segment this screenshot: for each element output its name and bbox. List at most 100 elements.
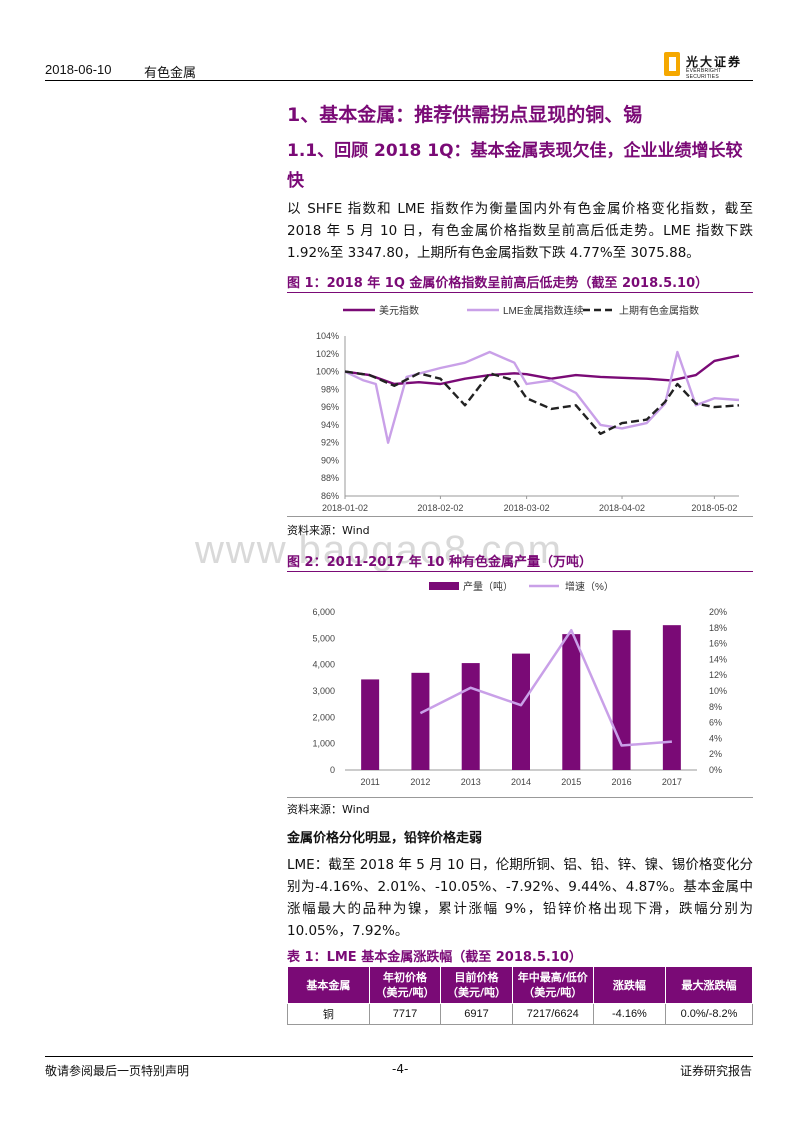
x-tick-label: 2017 <box>662 777 682 787</box>
chart-growth-line <box>419 628 672 747</box>
table-header-text: （美元/吨） <box>523 986 583 999</box>
company-logo: 光大证券 EVERBRIGHT SECURITIES <box>664 52 754 80</box>
page-number: -4- <box>392 1062 409 1076</box>
table-header-text: 涨跌幅 <box>612 978 646 992</box>
table-header-text: （美元/吨） <box>375 986 435 999</box>
chart-legend: 美元指数 LME金属指数连续 上期有色金属指数 <box>343 304 699 317</box>
x-tick-label: 2015 <box>561 777 581 787</box>
y-left-tick-label: 1,000 <box>312 739 335 749</box>
table-cell: 6917 <box>440 1003 513 1025</box>
figure-2-top-rule <box>287 571 753 572</box>
figure-1-title: 图 1：2018 年 1Q 金属价格指数呈前高后低走势（截至 2018.5.10… <box>287 276 709 291</box>
chart-bars <box>361 625 681 770</box>
y-right-tick-label: 6% <box>709 718 722 728</box>
y-right-tick-label: 4% <box>709 733 722 743</box>
x-tick-label: 2013 <box>461 777 481 787</box>
y-tick-label: 90% <box>321 455 339 465</box>
figure-2-chart: 产量（吨） 增速（%） 0 1,000 2,000 3,000 4,000 5,000 6,0… <box>312 580 727 787</box>
table-header-text: 年初价格 <box>382 971 427 984</box>
bar <box>461 663 480 770</box>
figure-2-title: 图 2：2011-2017 年 10 种有色金属产量（万吨） <box>287 555 592 570</box>
table-header-cell: 目前价格 （美元/吨） <box>440 966 513 1004</box>
y-tick-label: 92% <box>321 438 339 448</box>
table-header-cell: 年初价格 （美元/吨） <box>368 966 442 1004</box>
table-header-text: （美元/吨） <box>447 986 507 999</box>
footer-report-type: 证券研究报告 <box>680 1064 753 1078</box>
x-tick-label: 2014 <box>511 777 531 787</box>
chart-legend: 产量（吨） 增速（%） <box>429 580 614 593</box>
x-tick-label: 2018-02-02 <box>417 503 463 513</box>
x-tick-label: 2016 <box>612 777 632 787</box>
y-right-tick-label: 8% <box>709 702 722 712</box>
footer-divider <box>45 1056 753 1057</box>
table-header-row: 基本金属 年初价格 （美元/吨） 目前价格 （美元/吨） 年中最高/低价 （美元/吨） 涨跌幅… <box>287 966 753 1004</box>
x-tick-label: 2018-03-02 <box>504 503 550 513</box>
figure-2-bottom-rule <box>287 797 753 798</box>
footer-disclaimer: 敬请参阅最后一页特别声明 <box>45 1064 190 1078</box>
y-left-tick-label: 0 <box>330 765 335 775</box>
y-right-tick-label: 14% <box>709 654 727 664</box>
y-tick-label: 86% <box>321 491 339 501</box>
table-header-text: 基本金属 <box>306 978 351 992</box>
table-header-cell: 年中最高/低价 （美元/吨） <box>511 966 594 1004</box>
y-right-tick-label: 16% <box>709 639 727 649</box>
y-tick-label: 102% <box>316 349 339 359</box>
y-tick-label: 88% <box>321 473 339 483</box>
y-right-tick-label: 10% <box>709 686 727 696</box>
table-cell: 7217/6624 <box>511 1003 594 1025</box>
bar <box>562 634 581 770</box>
x-tick-label: 2012 <box>410 777 430 787</box>
legend-label: 产量（吨） <box>463 580 513 593</box>
figure-1-top-rule <box>287 292 753 293</box>
table-cell: -4.16% <box>592 1003 667 1025</box>
legend-label: 增速（%） <box>565 580 614 593</box>
logo-cn-text: 光大证券 <box>686 55 743 69</box>
figure-1-bottom-rule <box>287 516 753 517</box>
bar <box>512 653 530 770</box>
y-tick-label: 94% <box>321 420 339 430</box>
lme-paragraph: LME：截至 2018 年 5 月 10 日，伦期所铜、铝、铅、锌、镍、锡价格变… <box>287 857 753 939</box>
section-1-1-title: 1.1、回顾 2018 1Q：基本金属表现欠佳，企业业绩增长较快 <box>287 141 743 191</box>
figure-1-chart: 美元指数 LME金属指数连续 上期有色金属指数 86% 88% 90% 92% 94% 96%… <box>316 304 740 513</box>
legend-label: 上期有色金属指数 <box>619 304 699 317</box>
y-right-tick-label: 2% <box>709 749 722 759</box>
x-tick-label: 2011 <box>360 777 379 787</box>
table-cell: 铜 <box>287 1003 370 1025</box>
y-tick-label: 96% <box>321 402 339 412</box>
y-right-tick-label: 0% <box>709 765 722 775</box>
series-line <box>344 350 740 444</box>
report-sector: 有色金属 <box>144 66 197 81</box>
report-date: 2018-06-10 <box>45 62 112 77</box>
table-header-cell: 涨跌幅 <box>592 966 667 1004</box>
table-header-cell: 最大涨跌幅 <box>665 966 753 1004</box>
y-left-tick-label: 2,000 <box>312 712 335 722</box>
y-left-tick-label: 6,000 <box>312 607 335 617</box>
figure-1-source: 资料来源：Wind <box>287 524 370 537</box>
intro-paragraph: 以 SHFE 指数和 LME 指数作为衡量国内外有色金属价格变化指数，截至 20… <box>287 201 753 261</box>
subsection-heading: 金属价格分化明显，铅锌价格走弱 <box>287 831 483 846</box>
logo-en-text: EVERBRIGHT SECURITIES <box>686 68 722 80</box>
chart-axes: 86% 88% 90% 92% 94% 96% 98% 100% 102% 104% 2018-01… <box>316 331 739 513</box>
growth-line <box>419 628 672 747</box>
chart-series <box>344 350 740 444</box>
y-right-tick-label: 18% <box>709 623 727 633</box>
x-tick-label: 2018-04-02 <box>599 503 645 513</box>
legend-swatch <box>429 582 459 590</box>
y-left-tick-label: 5,000 <box>312 633 335 643</box>
bar <box>662 625 681 770</box>
y-left-tick-label: 4,000 <box>312 660 335 670</box>
table-row: 铜 7717 6917 7217/6624 -4.16% 0.0%/-8.2% <box>287 1003 753 1025</box>
y-right-tick-label: 20% <box>709 607 727 617</box>
bar <box>411 672 430 770</box>
series-line <box>344 354 740 386</box>
table-cell: 7717 <box>368 1003 442 1025</box>
legend-label: 美元指数 <box>379 304 419 317</box>
logo-mark-icon <box>664 52 680 76</box>
y-right-tick-label: 12% <box>709 670 727 680</box>
header-divider <box>45 80 753 81</box>
series-line <box>344 370 740 436</box>
chart-axes: 0 1,000 2,000 3,000 4,000 5,000 6,000 0% 2% 4% 6% 8… <box>312 607 727 787</box>
table-header-text: 最大涨跌幅 <box>681 978 737 992</box>
table-header-cell: 基本金属 <box>287 966 370 1004</box>
lme-metals-table: 基本金属 年初价格 （美元/吨） 目前价格 （美元/吨） 年中最高/低价 （美元/吨） 涨跌幅… <box>287 966 753 1025</box>
